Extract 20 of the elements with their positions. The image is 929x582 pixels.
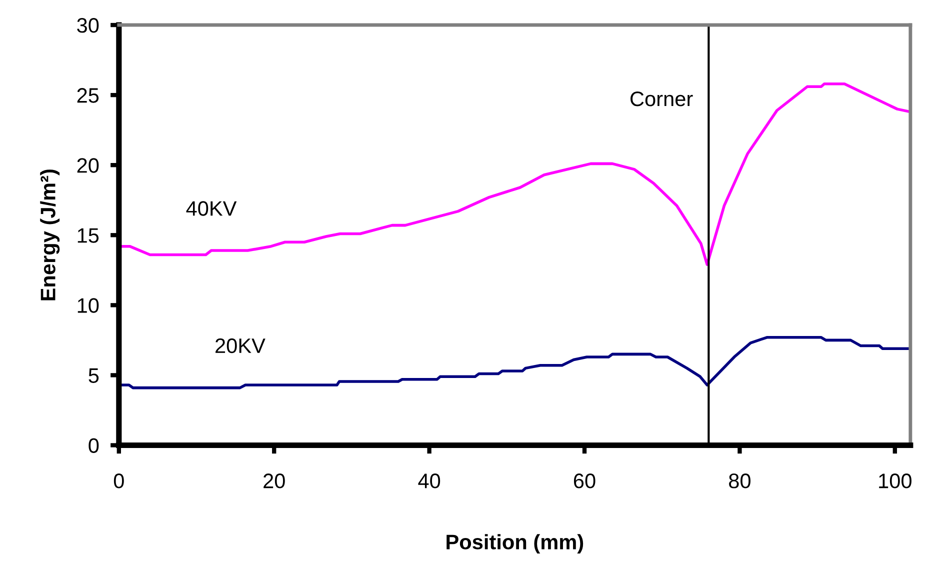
- y-tick-label: 0: [88, 438, 99, 453]
- y-axis-title: Energy (J/m²): [40, 170, 60, 300]
- y-tick-label: 30: [77, 18, 99, 33]
- x-axis-title: Position (mm): [446, 534, 584, 554]
- line-series: [118, 336, 910, 390]
- y-tick-label: 5: [88, 368, 99, 383]
- y-tick-label: 20: [77, 158, 99, 173]
- y-tick-label: 25: [77, 88, 99, 103]
- x-tick-label: 0: [114, 474, 124, 488]
- line-series: [118, 82, 910, 266]
- x-tick-label: 20: [264, 474, 285, 488]
- x-tick-label: 100: [879, 474, 912, 488]
- series-label: 20KV: [216, 338, 266, 354]
- x-tick-label: 40: [418, 474, 440, 488]
- y-tick-label: 10: [78, 298, 99, 313]
- x-tick-label: 80: [729, 474, 750, 488]
- ref-line-label: Corner: [630, 92, 693, 106]
- y-tick-label: 15: [78, 228, 99, 243]
- series-label: 40KV: [186, 201, 237, 216]
- x-tick-label: 60: [574, 474, 596, 488]
